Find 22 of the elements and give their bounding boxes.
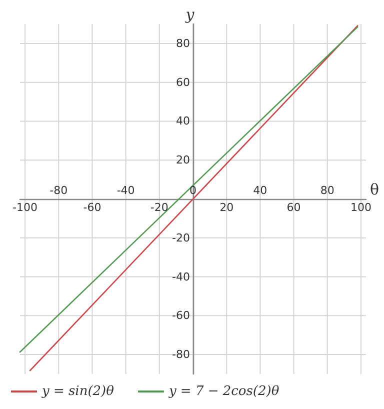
x-tick-label: -20: [150, 201, 168, 214]
x-axis-title: θ: [370, 180, 380, 198]
y-tick-label: 80: [176, 36, 190, 50]
legend-label: y = 7 − 2cos(2)θ: [168, 384, 280, 399]
x2-tick-label: -80: [50, 184, 68, 197]
x2-tick-label: 80: [320, 184, 334, 197]
y-tick-label: -40: [172, 270, 190, 284]
y-axis-title: y: [184, 6, 195, 24]
x-tick-label: -60: [83, 201, 102, 214]
y-tick-label: 60: [176, 76, 190, 89]
legend-label: y = sin(2)θ: [41, 384, 114, 399]
y-tick-label: 40: [176, 114, 190, 128]
x-tick-label: 20: [220, 201, 234, 214]
y-tick-label: -80: [172, 348, 190, 362]
y-tick-label: -20: [172, 231, 190, 244]
y-tick-label: -60: [172, 309, 190, 322]
x-tick-label: -100: [12, 201, 38, 214]
x-tick-label: 100: [350, 201, 372, 214]
x2-tick-label: 40: [253, 184, 268, 197]
y-tick-label: 20: [176, 154, 190, 167]
x2-tick-label: -40: [116, 184, 135, 197]
x-tick-label: 60: [286, 201, 301, 214]
